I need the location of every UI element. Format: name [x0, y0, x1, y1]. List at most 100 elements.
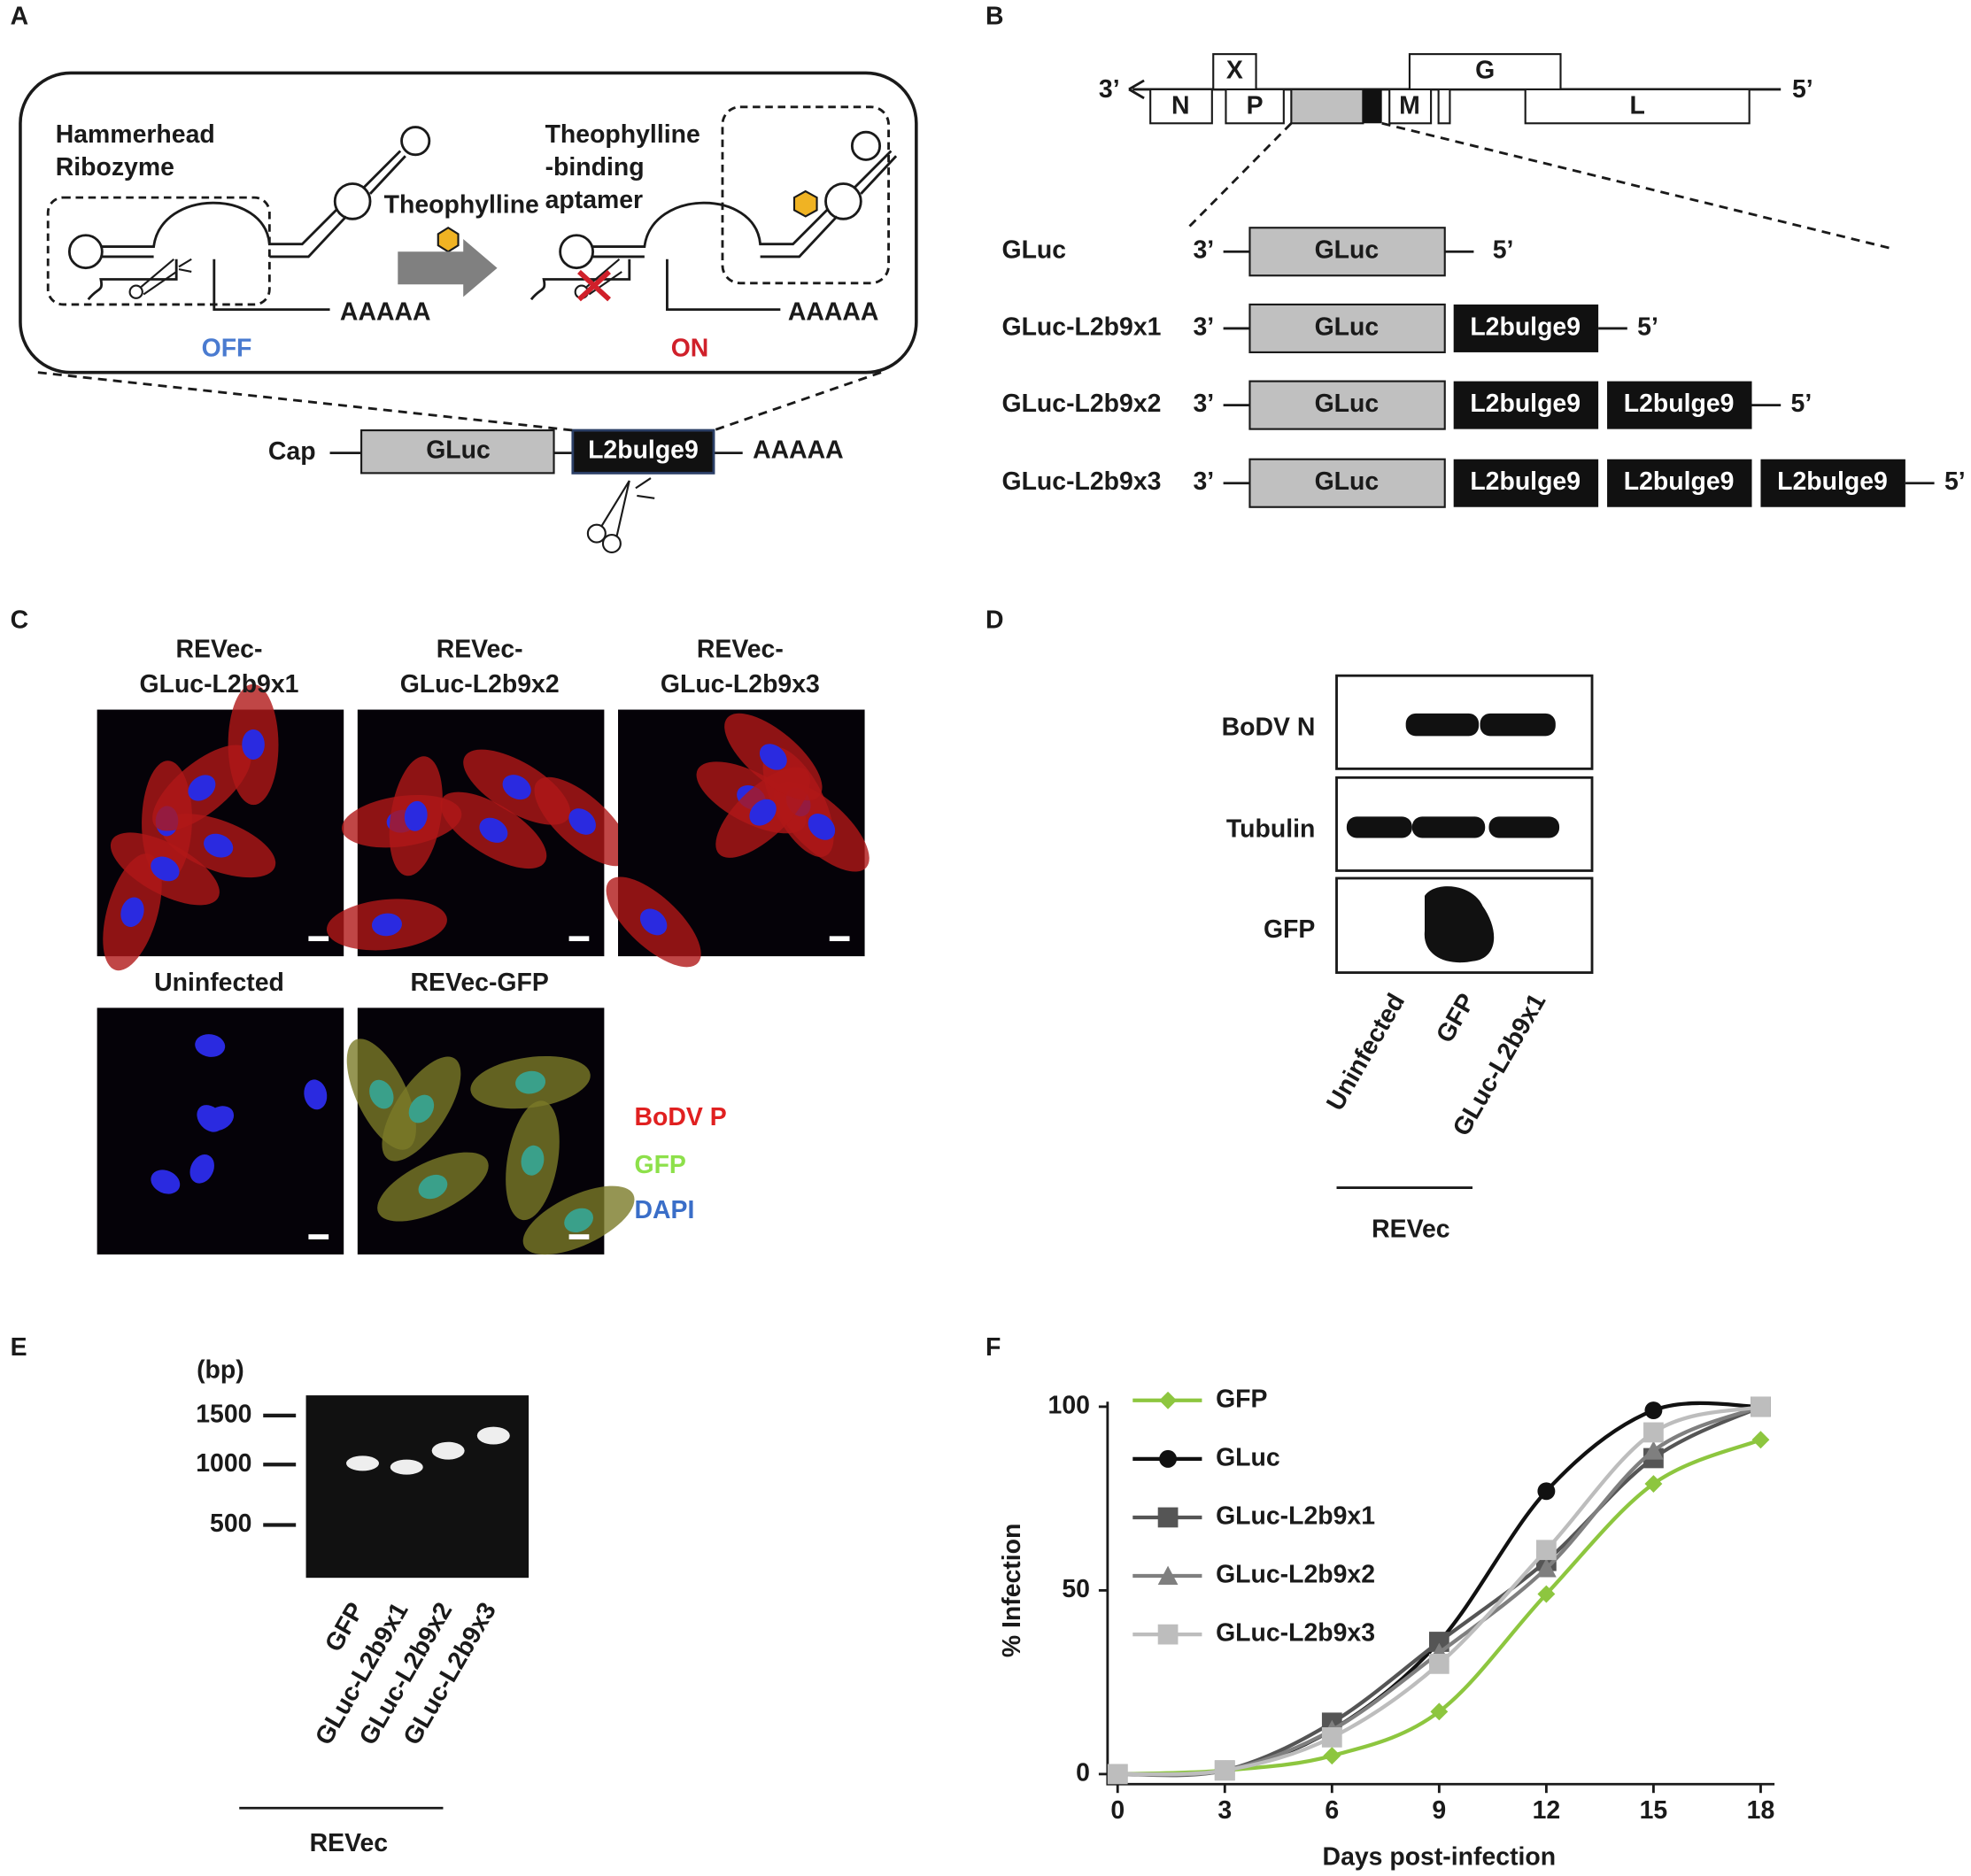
nucleus	[639, 908, 668, 936]
nucleus	[418, 1174, 448, 1200]
nucleus	[808, 814, 836, 840]
label: GLuc	[1315, 313, 1380, 341]
label: 3’	[1193, 390, 1214, 418]
label: REVec	[1372, 1215, 1449, 1243]
gluc-box	[1248, 227, 1446, 277]
label: L2bulge9	[1624, 390, 1735, 418]
marker	[1751, 1396, 1771, 1417]
label: GLuc-L2b9x2	[400, 670, 560, 699]
nucleus	[304, 1079, 328, 1110]
marker	[1644, 1475, 1663, 1493]
label: L2bulge9	[1470, 467, 1581, 496]
legend-marker	[1159, 1449, 1178, 1468]
legend-label: GLuc-L2b9x2	[1216, 1561, 1375, 1589]
label: GLuc-L2b9x2	[1001, 390, 1161, 418]
label: Theophylline	[384, 191, 539, 220]
series-line	[1117, 1438, 1762, 1777]
label: GLuc	[1315, 467, 1380, 496]
label: Ribozyme	[56, 153, 174, 181]
labels: A B C D E F Hammerhead Ribozyme Theophylline Theo…	[11, 2, 1966, 1871]
label: L	[1629, 91, 1644, 120]
label: Theophylline	[545, 120, 700, 149]
label: GFP	[634, 1151, 685, 1179]
label: GLuc-L2b9x3	[1001, 467, 1161, 496]
nucleus	[204, 833, 234, 858]
label: GLuc	[1315, 236, 1380, 265]
label: 6	[1325, 1796, 1339, 1825]
nucleus	[515, 1070, 546, 1094]
label: N	[1171, 91, 1190, 120]
label: GLuc	[426, 436, 491, 465]
label: GLuc-L2b9x3	[661, 670, 820, 699]
label: BoDV N	[1222, 713, 1316, 741]
label: % Infection	[998, 1524, 1026, 1658]
label: L2bulge9	[588, 436, 699, 465]
label: L2bulge9	[1470, 313, 1581, 341]
panel-d-art	[1335, 674, 1594, 1190]
marker	[1214, 1760, 1235, 1781]
label: AAAAA	[753, 436, 844, 465]
aptamer-box	[1607, 459, 1752, 507]
marker	[1428, 1654, 1449, 1674]
legend-marker	[1159, 1391, 1178, 1409]
label: M	[1399, 91, 1420, 120]
legend-label: GLuc	[1216, 1443, 1280, 1471]
scale-bar	[308, 1234, 329, 1239]
aptamer-box	[1453, 304, 1599, 352]
label: REVec	[310, 1829, 388, 1857]
label: P	[1247, 91, 1264, 120]
marker	[1537, 1482, 1556, 1501]
legend-label: GLuc-L2b9x3	[1216, 1619, 1375, 1648]
label: 9	[1432, 1796, 1446, 1825]
panel-a-art	[19, 71, 918, 553]
marker	[1107, 1764, 1128, 1785]
label: AAAAA	[788, 297, 879, 326]
label: GFP	[1264, 915, 1315, 944]
label: REVec-	[697, 635, 784, 663]
label: REVec-	[437, 635, 523, 663]
scale-bar	[568, 1234, 590, 1239]
label: Uninfected	[1321, 989, 1411, 1116]
label: 3’	[1193, 467, 1214, 496]
marker	[1643, 1440, 1664, 1460]
label: GLuc	[1315, 390, 1380, 418]
label: L2bulge9	[1624, 467, 1735, 496]
gluc-box	[1248, 380, 1446, 430]
panel-e-art	[239, 1395, 529, 1810]
label: Hammerhead	[56, 120, 215, 149]
nucleus	[189, 1154, 214, 1184]
nucleus	[242, 729, 265, 760]
label: 5’	[1792, 75, 1813, 104]
label: E	[11, 1333, 27, 1362]
label: 50	[1062, 1575, 1090, 1603]
label: ON	[671, 335, 709, 363]
label: 3’	[1193, 313, 1214, 341]
label: GLuc-L2b9x1	[140, 670, 299, 699]
label: 5’	[1493, 236, 1514, 265]
gluc-box	[1248, 458, 1446, 508]
label: L2bulge9	[1777, 467, 1888, 496]
legend-marker	[1157, 1507, 1179, 1528]
scale-bar	[829, 936, 850, 942]
label: G	[1475, 57, 1495, 85]
scale-bar	[568, 936, 590, 942]
label: REVec-GFP	[411, 969, 549, 997]
label: A	[11, 2, 29, 30]
label: D	[985, 606, 1004, 635]
nucleus	[371, 913, 402, 937]
nucleus	[564, 1208, 593, 1233]
label: 3	[1217, 1796, 1232, 1825]
label: OFF	[202, 335, 252, 363]
aptamer-box	[1607, 381, 1752, 429]
nucleus	[195, 1034, 226, 1057]
nucleus	[151, 1170, 181, 1194]
label: (bp)	[197, 1356, 244, 1385]
label: 3’	[1193, 236, 1214, 265]
nucleus	[408, 1094, 435, 1123]
legend-label: GFP	[1216, 1385, 1267, 1413]
label: 1000	[196, 1449, 251, 1478]
label: 5’	[1944, 467, 1966, 496]
panel-b-art	[1128, 53, 1895, 251]
nucleus	[151, 856, 180, 882]
label: GLuc	[1001, 236, 1066, 265]
